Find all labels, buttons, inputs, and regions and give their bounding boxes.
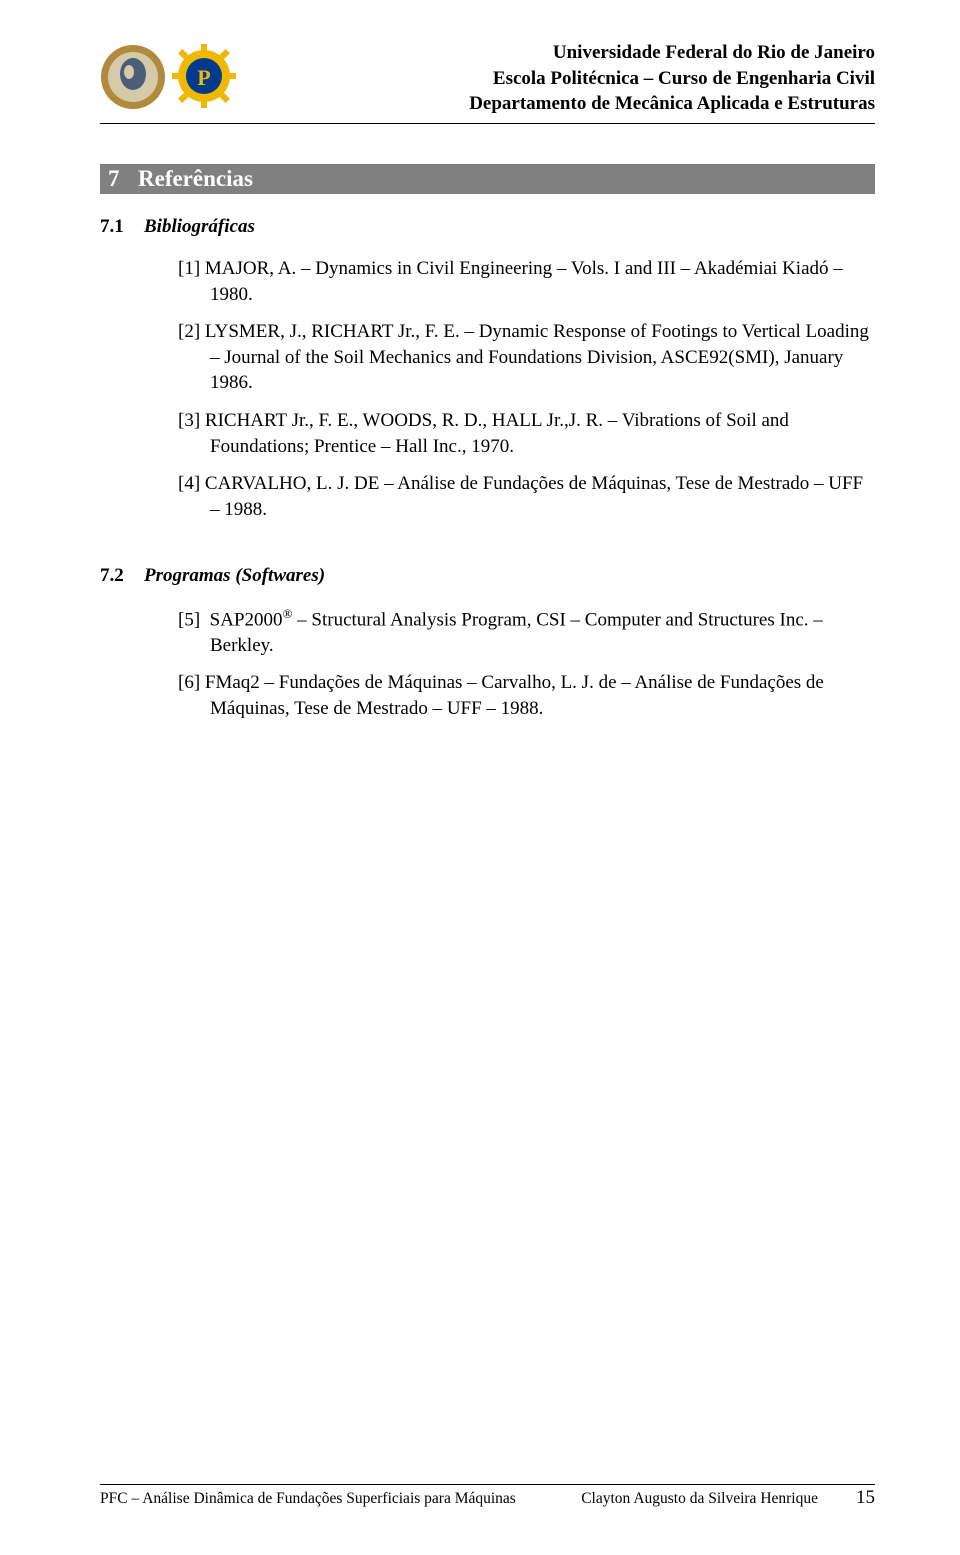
page-footer: PFC – Análise Dinâmica de Fundações Supe… — [100, 1484, 875, 1509]
header-line-3: Departamento de Mecânica Aplicada e Estr… — [469, 91, 875, 117]
footer-rule — [100, 1484, 875, 1485]
reference-list-software: [5] SAP2000® – Structural Analysis Progr… — [178, 605, 875, 722]
page-header: P Universidade Federal do Rio de Janeiro… — [100, 40, 875, 117]
footer-doc-title: PFC – Análise Dinâmica de Fundações Supe… — [100, 1490, 516, 1508]
reference-item: [1] MAJOR, A. – Dynamics in Civil Engine… — [178, 256, 875, 307]
reference-item: [3] RICHART Jr., F. E., WOODS, R. D., HA… — [178, 408, 875, 459]
section-title: Referências — [138, 166, 253, 192]
subsection-number: 7.2 — [100, 565, 144, 587]
footer-author: Clayton Augusto da Silveira Henrique — [581, 1490, 856, 1508]
reference-item: [2] LYSMER, J., RICHART Jr., F. E. – Dyn… — [178, 319, 875, 396]
section-heading-bar: 7 Referências — [100, 164, 875, 194]
reference-item: [5] SAP2000® – Structural Analysis Progr… — [178, 605, 875, 659]
subsection-title: Programas (Softwares) — [144, 565, 325, 587]
footer-page-number: 15 — [856, 1487, 875, 1509]
header-line-2: Escola Politécnica – Curso de Engenharia… — [469, 66, 875, 92]
reference-item: [4] CARVALHO, L. J. DE – Análise de Fund… — [178, 471, 875, 522]
reference-list-biblio: [1] MAJOR, A. – Dynamics in Civil Engine… — [178, 256, 875, 523]
header-institution: Universidade Federal do Rio de Janeiro E… — [469, 40, 875, 117]
university-seal-icon — [100, 44, 166, 110]
subsection-softwares: 7.2 Programas (Softwares) [5] SAP2000® –… — [100, 565, 875, 722]
subsection-heading: 7.1 Bibliográficas — [100, 216, 875, 238]
header-line-1: Universidade Federal do Rio de Janeiro — [469, 40, 875, 66]
subsection-number: 7.1 — [100, 216, 144, 238]
section-number: 7 — [108, 166, 138, 192]
subsection-heading: 7.2 Programas (Softwares) — [100, 565, 875, 587]
svg-text:P: P — [197, 65, 210, 90]
polytechnic-gear-icon: P — [172, 44, 236, 108]
logo-group: P — [100, 40, 236, 110]
subsection-title: Bibliográficas — [144, 216, 255, 238]
subsection-bibliograficas: 7.1 Bibliográficas [1] MAJOR, A. – Dynam… — [100, 216, 875, 523]
header-rule — [100, 123, 875, 124]
reference-item: [6] FMaq2 – Fundações de Máquinas – Carv… — [178, 670, 875, 721]
